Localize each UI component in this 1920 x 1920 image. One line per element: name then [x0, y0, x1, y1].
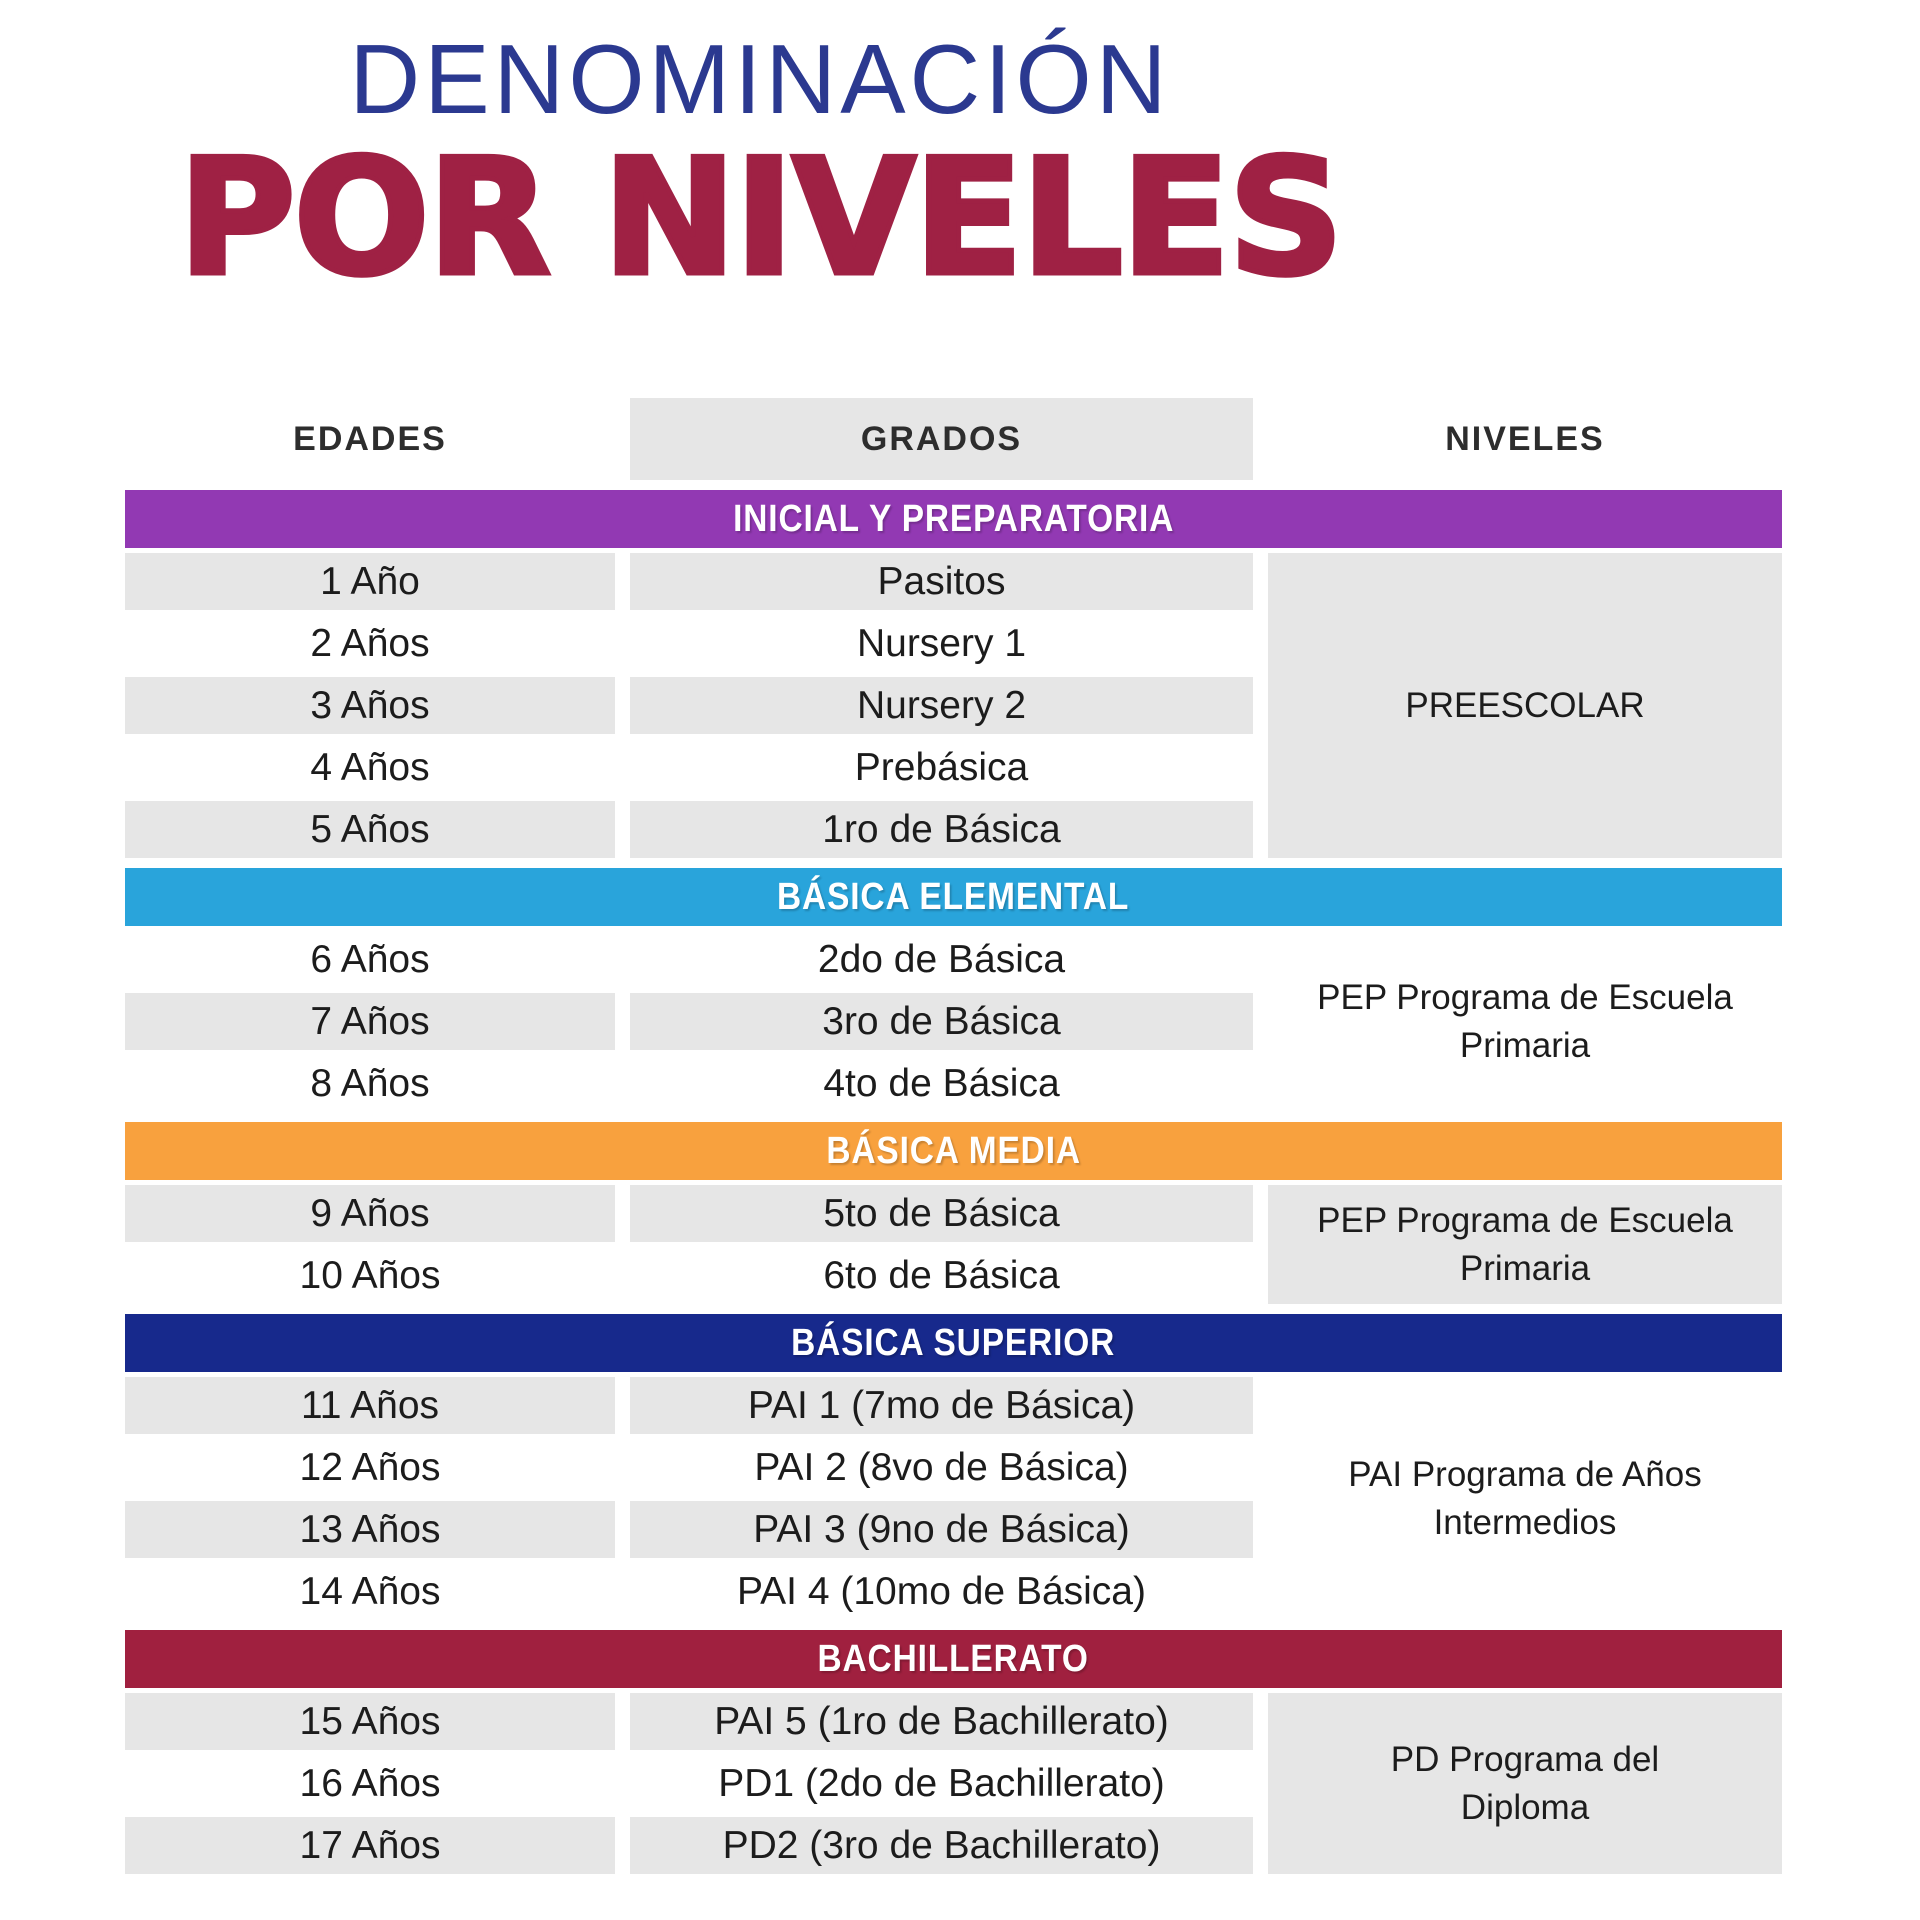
section-bachillerato: 15 Años PAI 5 (1ro de Bachillerato) 16 A… [125, 1693, 1782, 1874]
grado-cell: PAI 5 (1ro de Bachillerato) [630, 1693, 1253, 1750]
grado-cell: PAI 4 (10mo de Básica) [737, 1569, 1146, 1613]
grado-cell: PAI 1 (7mo de Básica) [630, 1377, 1253, 1434]
grado-cell: 5to de Básica [630, 1185, 1253, 1242]
grado-cell: PAI 2 (8vo de Básica) [754, 1445, 1129, 1489]
edad-cell: 3 Años [125, 677, 615, 734]
edad-cell: 10 Años [299, 1253, 441, 1297]
section-basica-superior: 11 Años PAI 1 (7mo de Básica) 12 Años PA… [125, 1377, 1782, 1620]
edad-cell: 4 Años [310, 745, 430, 789]
table-row: 9 Años 5to de Básica [125, 1185, 1253, 1242]
edad-cell: 11 Años [125, 1377, 615, 1434]
section-rows: 9 Años 5to de Básica 10 Años 6to de Bási… [125, 1185, 1253, 1304]
table-row: 13 Años PAI 3 (9no de Básica) [125, 1501, 1253, 1558]
section-band-basica-elemental: BÁSICA ELEMENTAL [125, 868, 1782, 926]
table-row: 2 Años Nursery 1 [125, 615, 1253, 672]
table-row: 5 Años 1ro de Básica [125, 801, 1253, 858]
table-row: 14 Años PAI 4 (10mo de Básica) [125, 1563, 1253, 1620]
section-band-inicial-y-preparatoria: INICIAL Y PREPARATORIA [125, 490, 1782, 548]
table-row: 8 Años 4to de Básica [125, 1055, 1253, 1112]
grado-cell: Pasitos [630, 553, 1253, 610]
grado-cell: 2do de Básica [817, 937, 1066, 981]
nivel-cell-pep-elemental: PEP Programa de Escuela Primaria [1317, 978, 1733, 1065]
section-band-basica-superior: BÁSICA SUPERIOR [125, 1314, 1782, 1372]
title-line1: DENOMINACIÓN [349, 24, 1171, 134]
grado-cell: 4to de Básica [823, 1061, 1060, 1105]
section-basica-elemental: 6 Años 2do de Básica 7 Años 3ro de Básic… [125, 931, 1782, 1112]
grado-cell: Prebásica [854, 745, 1029, 789]
section-band-label: BACHILLERATO [817, 1637, 1090, 1680]
column-gap [1253, 398, 1268, 480]
section-rows: 11 Años PAI 1 (7mo de Básica) 12 Años PA… [125, 1377, 1253, 1620]
section-band-label: BÁSICA MEDIA [826, 1129, 1081, 1172]
section-band-label: BÁSICA ELEMENTAL [777, 875, 1130, 918]
edad-cell: 12 Años [299, 1445, 441, 1489]
grado-cell: Nursery 2 [630, 677, 1253, 734]
nivel-cell-pd: PD Programa del Diploma [1268, 1693, 1782, 1874]
column-gap [615, 398, 630, 480]
table-row: 4 Años Prebásica [125, 739, 1253, 796]
grado-cell: 6to de Básica [823, 1253, 1060, 1297]
table-row: 12 Años PAI 2 (8vo de Básica) [125, 1439, 1253, 1496]
table-header-row: EDADES GRADOS NIVELES [125, 398, 1782, 480]
nivel-cell-pep-media: PEP Programa de Escuela Primaria [1268, 1185, 1782, 1304]
nivel-cell-preescolar: PREESCOLAR [1268, 553, 1782, 858]
grado-cell: 1ro de Básica [630, 801, 1253, 858]
section-rows: 15 Años PAI 5 (1ro de Bachillerato) 16 A… [125, 1693, 1253, 1874]
section-band-label: BÁSICA SUPERIOR [791, 1321, 1116, 1364]
grado-cell: Nursery 1 [856, 621, 1027, 665]
edad-cell: 9 Años [125, 1185, 615, 1242]
section-band-label: INICIAL Y PREPARATORIA [732, 497, 1175, 540]
edad-cell: 15 Años [125, 1693, 615, 1750]
section-basica-media: 9 Años 5to de Básica 10 Años 6to de Bási… [125, 1185, 1782, 1304]
edad-cell: 7 Años [125, 993, 615, 1050]
section-rows: 1 Año Pasitos 2 Años Nursery 1 3 Años Nu… [125, 553, 1253, 858]
nivel-cell-pai: PAI Programa de Años Intermedios [1348, 1455, 1702, 1542]
edad-cell: 17 Años [125, 1817, 615, 1874]
grado-cell: PD2 (3ro de Bachillerato) [630, 1817, 1253, 1874]
levels-table: EDADES GRADOS NIVELES INICIAL Y PREPARAT… [125, 398, 1782, 1874]
edad-cell: 8 Años [310, 1061, 430, 1105]
table-row: 16 Años PD1 (2do de Bachillerato) [125, 1755, 1253, 1812]
table-row: 10 Años 6to de Básica [125, 1247, 1253, 1304]
column-header-niveles: NIVELES [1445, 419, 1605, 458]
table-row: 1 Año Pasitos [125, 553, 1253, 610]
column-header-grados: GRADOS [630, 398, 1253, 480]
edad-cell: 2 Años [310, 621, 430, 665]
page-title: DENOMINACIÓN POR NIVELES [0, 24, 1520, 311]
table-row: 6 Años 2do de Básica [125, 931, 1253, 988]
table-row: 17 Años PD2 (3ro de Bachillerato) [125, 1817, 1253, 1874]
grado-cell: PD1 (2do de Bachillerato) [718, 1761, 1165, 1805]
grado-cell: 3ro de Básica [630, 993, 1253, 1050]
table-row: 11 Años PAI 1 (7mo de Básica) [125, 1377, 1253, 1434]
edad-cell: 1 Año [125, 553, 615, 610]
edad-cell: 14 Años [299, 1569, 441, 1613]
grado-cell: PAI 3 (9no de Básica) [630, 1501, 1253, 1558]
section-inicial-y-preparatoria: 1 Año Pasitos 2 Años Nursery 1 3 Años Nu… [125, 553, 1782, 858]
table-row: 15 Años PAI 5 (1ro de Bachillerato) [125, 1693, 1253, 1750]
column-header-edades: EDADES [293, 419, 447, 458]
title-line2: POR NIVELES [176, 123, 1346, 311]
edad-cell: 5 Años [125, 801, 615, 858]
edad-cell: 13 Años [125, 1501, 615, 1558]
edad-cell: 6 Años [310, 937, 430, 981]
table-row: 7 Años 3ro de Básica [125, 993, 1253, 1050]
section-rows: 6 Años 2do de Básica 7 Años 3ro de Básic… [125, 931, 1253, 1112]
section-band-basica-media: BÁSICA MEDIA [125, 1122, 1782, 1180]
table-row: 3 Años Nursery 2 [125, 677, 1253, 734]
section-band-bachillerato: BACHILLERATO [125, 1630, 1782, 1688]
edad-cell: 16 Años [299, 1761, 441, 1805]
